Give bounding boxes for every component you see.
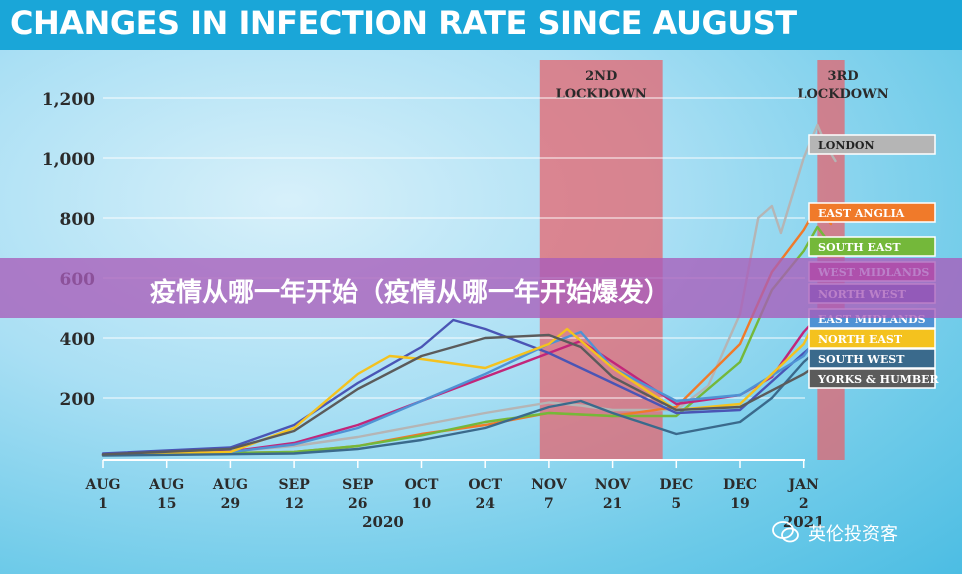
x-tick-month: NOV xyxy=(531,477,568,493)
x-axis-year-label: 2020 xyxy=(362,513,404,531)
y-tick-label: 800 xyxy=(60,210,96,230)
x-tick-day: 21 xyxy=(603,496,622,512)
legend-label: YORKS & HUMBER xyxy=(817,373,940,386)
lockdown-label-line1: 3RD xyxy=(827,69,858,84)
lockdown-label-line2: LOCKDOWN xyxy=(797,87,888,102)
x-tick-day: 29 xyxy=(221,496,240,512)
legend-label: NORTH EAST xyxy=(818,333,903,346)
watermark-text: 英伦投资客 xyxy=(808,520,898,546)
x-tick-day: 19 xyxy=(730,496,749,512)
x-tick-month: AUG xyxy=(84,477,120,493)
x-tick-day: 2 xyxy=(799,496,809,512)
x-tick-month: JAN xyxy=(787,477,819,493)
wechat-icon xyxy=(772,520,800,544)
legend-label: SOUTH WEST xyxy=(818,353,905,366)
x-tick-month: SEP xyxy=(278,477,310,493)
x-tick-month: AUG xyxy=(148,477,184,493)
legend-label: EAST ANGLIA xyxy=(818,207,905,220)
x-tick-day: 15 xyxy=(157,496,176,512)
x-tick-month: NOV xyxy=(595,477,632,493)
x-tick-month: SEP xyxy=(342,477,374,493)
y-tick-label: 400 xyxy=(60,330,96,350)
y-tick-label: 200 xyxy=(60,390,96,410)
x-tick-month: OCT xyxy=(405,477,439,493)
x-tick-month: OCT xyxy=(468,477,502,493)
y-tick-label: 1,200 xyxy=(42,90,95,110)
x-tick-day: 10 xyxy=(412,496,432,512)
x-tick-month: DEC xyxy=(723,477,757,493)
x-tick-day: 5 xyxy=(671,496,681,512)
x-tick-day: 24 xyxy=(475,496,495,512)
lockdown-label-line1: 2ND xyxy=(585,69,617,84)
overlay-banner-text: 疫情从哪一年开始（疫情从哪一年开始爆发） xyxy=(150,272,670,309)
x-tick-day: 12 xyxy=(284,496,303,512)
legend-label: LONDON xyxy=(818,139,875,152)
grid-lines xyxy=(103,98,805,398)
lockdown-label-line2: LOCKDOWN xyxy=(556,87,647,102)
y-tick-label: 1,000 xyxy=(42,150,95,170)
x-tick-day: 1 xyxy=(98,496,108,512)
series-line-north-west xyxy=(103,320,831,454)
x-tick-month: AUG xyxy=(212,477,248,493)
x-tick-day: 7 xyxy=(544,496,554,512)
series-line-east-anglia xyxy=(103,206,831,455)
x-tick-month: DEC xyxy=(659,477,693,493)
x-tick-day: 26 xyxy=(348,496,367,512)
legend-label: SOUTH EAST xyxy=(818,241,901,254)
series-line-east-midlands xyxy=(103,332,831,455)
